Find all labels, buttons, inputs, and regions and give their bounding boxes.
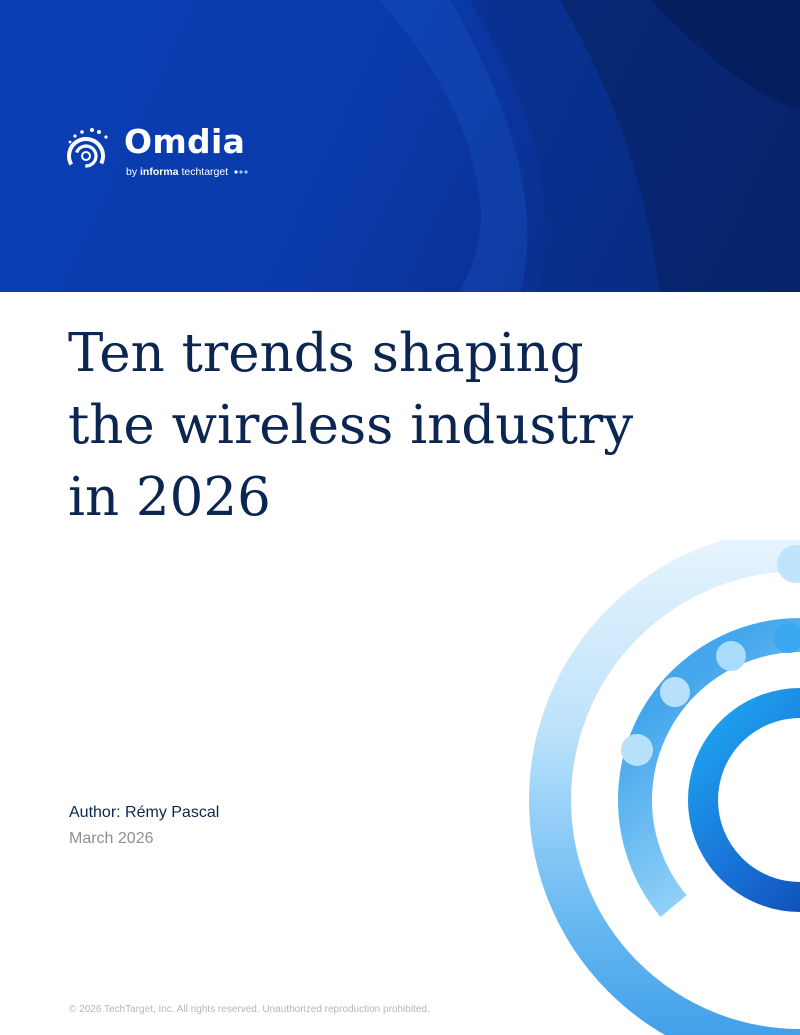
- concentric-rings-graphic: [529, 540, 800, 1035]
- cover-banner: Omdia by informa techtarget: [0, 0, 800, 292]
- omdia-logo-mark-icon: [67, 128, 108, 175]
- title-line: in 2026: [68, 467, 271, 528]
- techtarget-dots-icon: [234, 170, 248, 174]
- title-line: Ten trends shaping: [68, 323, 584, 384]
- title-line: the wireless industry: [68, 395, 634, 456]
- byline-techtarget: techtarget: [181, 166, 229, 178]
- byline-informa: informa: [140, 166, 179, 178]
- publication-date: March 2026: [69, 830, 154, 847]
- author-line: Author: Rémy Pascal: [69, 804, 220, 821]
- copyright-notice: © 2026 TechTarget, Inc. All rights reser…: [69, 1004, 430, 1015]
- omdia-wordmark: Omdia: [124, 122, 246, 161]
- byline-prefix: by: [126, 166, 138, 178]
- report-title: Ten trends shaping the wireless industry…: [68, 318, 728, 534]
- omdia-byline: by informa techtarget: [126, 166, 248, 178]
- banner-swirl-pattern: [380, 0, 800, 292]
- omdia-logo: Omdia by informa techtarget: [64, 122, 264, 182]
